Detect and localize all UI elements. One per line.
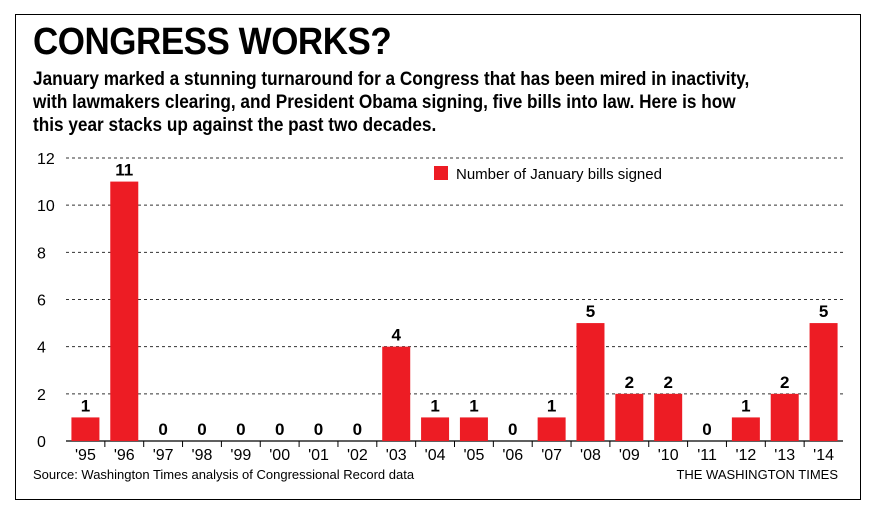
x-tick-label: '12 — [735, 447, 756, 464]
legend-swatch — [434, 166, 448, 180]
y-tick-label: 12 — [37, 151, 55, 168]
publisher-credit: THE WASHINGTON TIMES — [676, 467, 838, 482]
data-label: 0 — [275, 420, 284, 439]
data-label: 0 — [236, 420, 245, 439]
bar — [382, 346, 411, 441]
bar — [576, 323, 605, 441]
subtitle-line: with lawmakers clearing, and President O… — [33, 92, 736, 113]
bar — [731, 417, 760, 441]
bar — [421, 417, 450, 441]
x-tick-label: '04 — [425, 447, 446, 464]
bar — [71, 417, 100, 441]
data-label: 1 — [430, 396, 439, 415]
data-label: 2 — [780, 373, 789, 392]
y-tick-label: 8 — [37, 245, 46, 262]
y-tick-label: 6 — [37, 293, 46, 310]
data-label: 0 — [508, 420, 517, 439]
bar — [809, 323, 838, 441]
bar — [537, 417, 566, 441]
x-tick-label: '08 — [580, 447, 601, 464]
data-label: 1 — [741, 396, 750, 415]
data-label: 0 — [353, 420, 362, 439]
x-tick-label: '13 — [774, 447, 795, 464]
data-label: 0 — [702, 420, 711, 439]
x-tick-label: '00 — [269, 447, 290, 464]
y-tick-label: 0 — [37, 434, 46, 451]
x-tick-label: '96 — [114, 447, 135, 464]
chart-subtitle: January marked a stunning turnaround for… — [33, 68, 848, 137]
y-tick-label: 10 — [37, 198, 55, 215]
x-tick-label: '14 — [813, 447, 834, 464]
legend-label: Number of January bills signed — [456, 166, 662, 183]
data-label: 1 — [547, 396, 556, 415]
x-tick-label: '98 — [192, 447, 213, 464]
chart-title: CONGRESS WORKS? — [33, 21, 392, 63]
subtitle-line: this year stacks up against the past two… — [33, 115, 437, 136]
bar — [615, 393, 644, 441]
data-label: 0 — [158, 420, 167, 439]
x-tick-label: '06 — [502, 447, 523, 464]
data-label: 0 — [314, 420, 323, 439]
data-label: 2 — [625, 373, 634, 392]
source-note: Source: Washington Times analysis of Con… — [33, 467, 415, 482]
bar — [654, 393, 683, 441]
data-label: 11 — [115, 161, 133, 180]
x-tick-label: '11 — [697, 447, 717, 464]
data-label: 1 — [469, 396, 478, 415]
x-tick-label: '97 — [153, 447, 174, 464]
data-label: 1 — [81, 396, 90, 415]
x-tick-label: '95 — [75, 447, 96, 464]
subtitle-line: January marked a stunning turnaround for… — [33, 69, 750, 90]
data-label: 4 — [391, 326, 401, 345]
x-tick-label: '09 — [619, 447, 640, 464]
bar — [770, 393, 799, 441]
y-tick-label: 4 — [37, 340, 46, 357]
data-label: 0 — [197, 420, 206, 439]
x-tick-label: '01 — [308, 447, 329, 464]
x-tick-label: '10 — [658, 447, 679, 464]
x-tick-label: '07 — [541, 447, 562, 464]
data-label: 2 — [663, 373, 672, 392]
x-tick-label: '03 — [386, 447, 407, 464]
x-tick-label: '02 — [347, 447, 368, 464]
x-tick-label: '99 — [230, 447, 251, 464]
x-tick-label: '05 — [463, 447, 484, 464]
y-tick-label: 2 — [37, 387, 46, 404]
bar — [459, 417, 488, 441]
data-label: 5 — [819, 302, 828, 321]
data-label: 5 — [586, 302, 595, 321]
bar — [110, 181, 139, 442]
